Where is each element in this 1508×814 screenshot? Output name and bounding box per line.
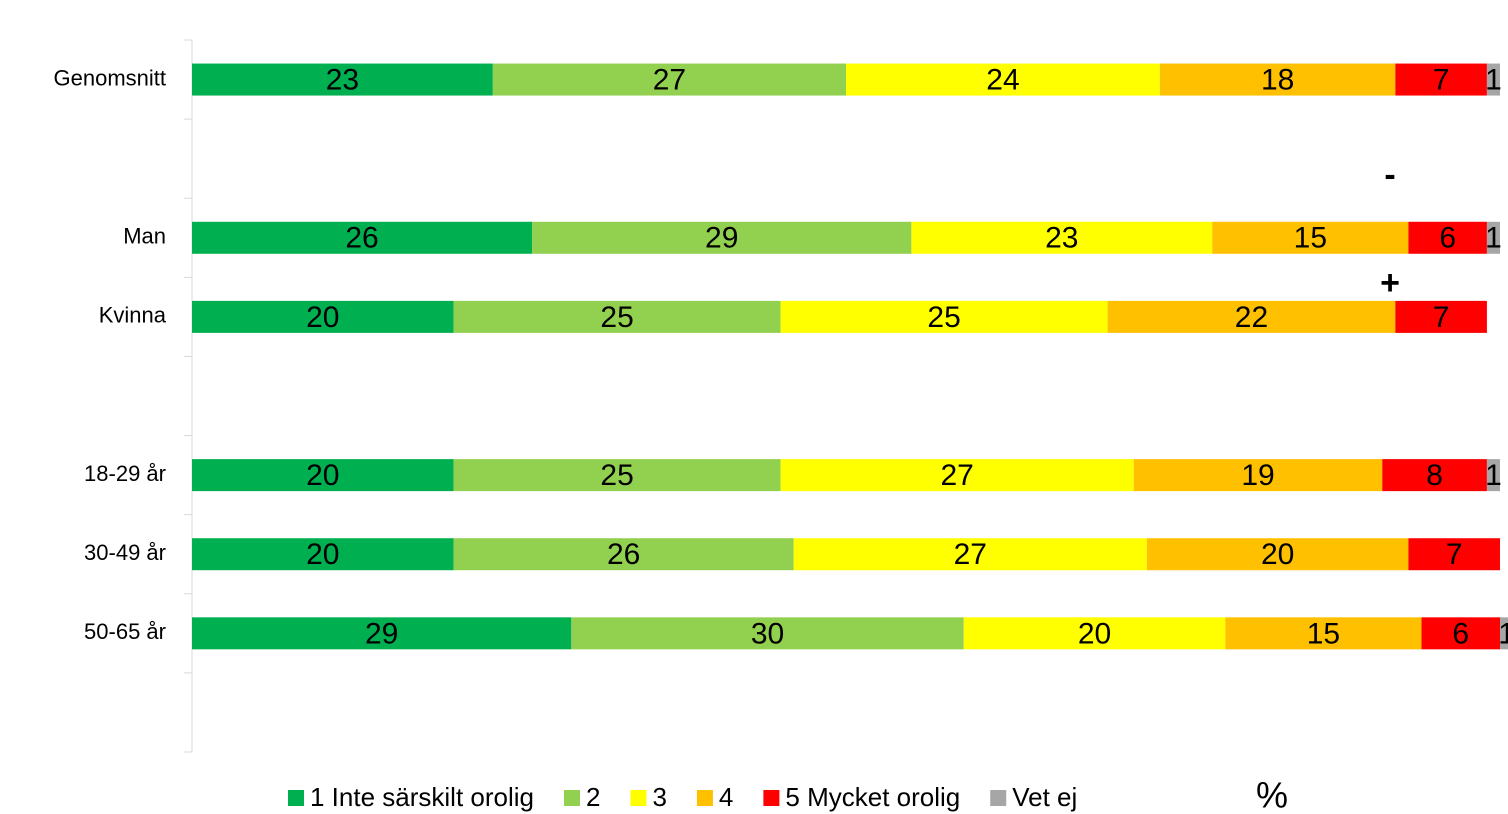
data-label: 0 xyxy=(1468,301,1485,334)
data-label: 30 xyxy=(751,617,784,650)
data-label: 1 xyxy=(1485,63,1502,96)
annotation: - xyxy=(1384,156,1395,194)
legend-label: 5 Mycket orolig xyxy=(785,782,960,812)
data-label: 1 xyxy=(1485,459,1502,492)
bar-segment xyxy=(192,63,493,96)
data-label: 20 xyxy=(1078,617,1111,650)
data-label: 0 xyxy=(1481,538,1498,571)
data-label: 24 xyxy=(986,63,1019,96)
bar-segment xyxy=(192,300,454,333)
legend-label: 4 xyxy=(719,782,733,812)
data-label: 23 xyxy=(326,63,359,96)
data-label: 15 xyxy=(1307,617,1340,650)
bar-segment xyxy=(453,538,794,571)
bar-segment xyxy=(192,538,454,571)
data-label: 19 xyxy=(1241,459,1274,492)
legend-label: 1 Inte särskilt orolig xyxy=(310,782,534,812)
y-tick-label: Kvinna xyxy=(99,303,167,328)
bar-segment xyxy=(192,221,533,254)
data-label: 27 xyxy=(940,459,973,492)
bar-segment xyxy=(1146,538,1409,571)
bar-segment xyxy=(453,300,781,333)
legend-swatch xyxy=(990,790,1007,806)
data-label: 1 xyxy=(1498,617,1508,650)
bar-segment xyxy=(192,617,572,650)
legend-label: Vet ej xyxy=(1012,782,1077,812)
data-label: 26 xyxy=(607,538,640,571)
data-label: 7 xyxy=(1446,538,1463,571)
data-label: 20 xyxy=(306,301,339,334)
data-label: 25 xyxy=(600,459,633,492)
bar-segment xyxy=(1500,617,1508,650)
unit-label: % xyxy=(1256,775,1288,814)
bar-segment xyxy=(453,459,781,492)
bar-segment xyxy=(1159,63,1396,96)
bar-segment xyxy=(1395,63,1487,96)
bar-segment xyxy=(793,538,1147,571)
bar-segment xyxy=(1382,459,1487,492)
bar-segment xyxy=(492,63,846,96)
annotation: + xyxy=(1380,264,1400,302)
legend-label: 2 xyxy=(586,782,600,812)
y-tick-label: Genomsnitt xyxy=(54,65,167,90)
data-label: 26 xyxy=(345,222,378,255)
bar-segment xyxy=(1133,459,1383,492)
data-label: 20 xyxy=(306,459,339,492)
bar-segment xyxy=(1486,459,1500,492)
bar-segment xyxy=(780,300,1108,333)
legend-swatch xyxy=(696,790,713,806)
data-label: 8 xyxy=(1426,459,1443,492)
bar-segment xyxy=(1395,300,1487,333)
legend-swatch xyxy=(630,790,647,806)
bar-segment xyxy=(1486,221,1500,254)
data-label: 22 xyxy=(1235,301,1268,334)
data-label: 29 xyxy=(365,617,398,650)
data-label: 25 xyxy=(600,301,633,334)
data-label: 6 xyxy=(1439,222,1456,255)
bar-segment xyxy=(532,221,912,254)
legend-label: 3 xyxy=(652,782,666,812)
bar-segment xyxy=(192,459,454,492)
bar-segment xyxy=(571,617,964,650)
data-label: 20 xyxy=(1261,538,1294,571)
bar-segment xyxy=(846,63,1160,96)
legend-swatch xyxy=(288,790,304,806)
data-label: 27 xyxy=(653,63,686,96)
bar-segment xyxy=(1421,617,1500,650)
y-tick-label: 30-49 år xyxy=(84,540,166,565)
data-label: 29 xyxy=(705,222,738,255)
legend-swatch xyxy=(563,790,580,806)
data-label: 23 xyxy=(1045,222,1078,255)
data-label: 25 xyxy=(927,301,960,334)
data-label: 7 xyxy=(1433,63,1450,96)
bar-segment xyxy=(1107,300,1396,333)
bar-segment xyxy=(1225,617,1422,650)
data-label: 6 xyxy=(1452,617,1469,650)
y-tick-label: Man xyxy=(123,224,166,249)
bar-segment xyxy=(1408,221,1487,254)
data-label: 7 xyxy=(1433,301,1450,334)
bar-segment xyxy=(963,617,1226,650)
data-label: 27 xyxy=(954,538,987,571)
data-label: 15 xyxy=(1294,222,1327,255)
bar-segment xyxy=(911,221,1213,254)
data-label: 18 xyxy=(1261,63,1294,96)
data-label: 1 xyxy=(1485,222,1502,255)
bar-segment xyxy=(1408,538,1500,571)
y-tick-label: 50-65 år xyxy=(84,619,166,644)
bar-segment xyxy=(1212,221,1409,254)
data-label: 20 xyxy=(306,538,339,571)
bar-segment xyxy=(780,459,1134,492)
legend-swatch xyxy=(763,790,780,806)
y-tick-label: 18-29 år xyxy=(84,461,166,486)
bar-segment xyxy=(1486,63,1500,96)
